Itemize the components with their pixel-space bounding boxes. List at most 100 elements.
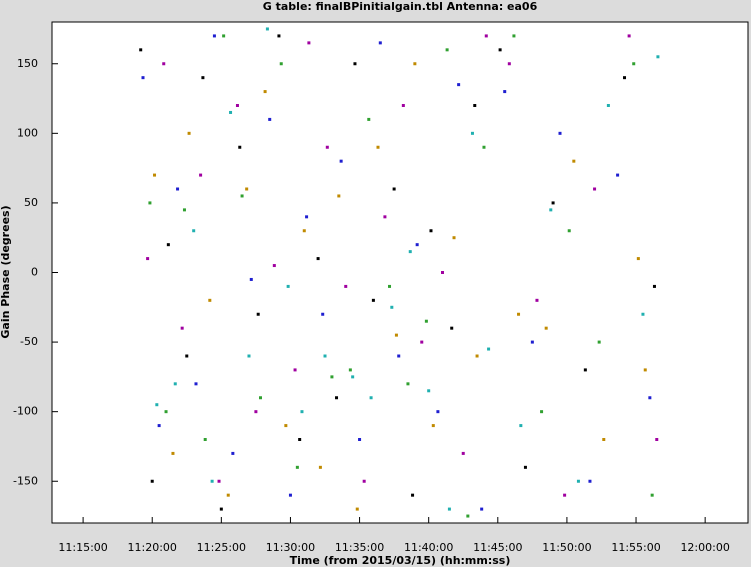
point bbox=[231, 451, 235, 455]
point bbox=[187, 131, 191, 135]
point bbox=[208, 298, 212, 302]
point bbox=[268, 117, 272, 121]
point bbox=[201, 76, 205, 80]
point bbox=[171, 451, 175, 455]
point bbox=[473, 104, 477, 107]
point bbox=[323, 354, 327, 358]
point bbox=[222, 34, 226, 38]
x-tick-label: 11:25:00 bbox=[197, 541, 246, 554]
point bbox=[627, 34, 631, 38]
point bbox=[650, 493, 654, 497]
point bbox=[457, 83, 461, 87]
point bbox=[155, 403, 159, 407]
x-tick-label: 11:55:00 bbox=[611, 541, 660, 554]
y-axis-label: Gain Phase (degrees) bbox=[0, 205, 12, 338]
point bbox=[219, 507, 223, 511]
x-axis-label: Time (from 2015/03/15) (hh:mm:ss) bbox=[290, 554, 511, 567]
point bbox=[247, 354, 251, 358]
point bbox=[427, 389, 431, 393]
y-tick-label: 0 bbox=[31, 266, 38, 279]
point bbox=[482, 145, 486, 149]
points bbox=[139, 27, 660, 518]
point bbox=[544, 326, 548, 330]
y-tick-label: 50 bbox=[24, 196, 38, 209]
point bbox=[325, 145, 329, 149]
point bbox=[480, 507, 484, 511]
point bbox=[378, 41, 382, 45]
point bbox=[353, 62, 357, 66]
point bbox=[519, 424, 523, 428]
point bbox=[413, 62, 417, 66]
point bbox=[470, 131, 474, 135]
point bbox=[616, 173, 620, 177]
x-tick-label: 12:00:00 bbox=[680, 541, 729, 554]
point bbox=[199, 173, 203, 177]
point bbox=[408, 250, 412, 254]
point bbox=[567, 229, 571, 233]
point bbox=[583, 368, 587, 372]
x-tick-label: 11:50:00 bbox=[542, 541, 591, 554]
y-tick-label: -100 bbox=[13, 405, 38, 418]
point bbox=[632, 62, 636, 66]
point bbox=[588, 479, 592, 483]
point bbox=[420, 340, 424, 344]
x-tick-label: 11:30:00 bbox=[266, 541, 315, 554]
point bbox=[203, 438, 207, 441]
point bbox=[376, 145, 380, 149]
point bbox=[390, 305, 394, 309]
y-tick-label: -150 bbox=[13, 474, 38, 487]
point bbox=[643, 368, 647, 372]
point bbox=[358, 438, 362, 441]
point bbox=[259, 396, 263, 400]
point bbox=[153, 173, 157, 177]
point bbox=[288, 493, 292, 497]
point bbox=[394, 333, 398, 337]
point bbox=[337, 194, 341, 198]
point bbox=[576, 479, 580, 483]
x-tick-label: 11:40:00 bbox=[404, 541, 453, 554]
point bbox=[656, 55, 660, 59]
point bbox=[302, 229, 306, 233]
point bbox=[316, 257, 320, 261]
point bbox=[265, 27, 269, 31]
point bbox=[411, 493, 415, 497]
point bbox=[307, 41, 311, 45]
point bbox=[235, 104, 239, 107]
point bbox=[286, 284, 290, 288]
point bbox=[431, 424, 435, 428]
plot-area bbox=[51, 21, 749, 524]
point bbox=[517, 312, 521, 316]
point bbox=[210, 479, 214, 483]
point bbox=[139, 48, 143, 52]
point bbox=[305, 215, 309, 219]
point bbox=[300, 410, 304, 414]
point bbox=[371, 298, 375, 302]
point bbox=[452, 236, 456, 240]
point bbox=[351, 375, 355, 379]
x-tick-label: 11:15:00 bbox=[58, 541, 107, 554]
point bbox=[176, 187, 180, 191]
point bbox=[141, 76, 145, 80]
point bbox=[182, 208, 186, 212]
point bbox=[551, 201, 555, 205]
point bbox=[540, 410, 544, 414]
point bbox=[164, 410, 168, 414]
point bbox=[487, 347, 491, 351]
point bbox=[344, 284, 348, 288]
point bbox=[318, 465, 322, 469]
y-tick-label: -50 bbox=[20, 335, 38, 348]
point bbox=[406, 382, 410, 386]
point bbox=[254, 410, 258, 414]
point bbox=[593, 187, 597, 191]
point bbox=[355, 507, 359, 511]
point bbox=[563, 493, 567, 497]
point bbox=[475, 354, 479, 358]
point bbox=[652, 284, 656, 288]
point bbox=[484, 34, 488, 38]
point bbox=[450, 326, 454, 330]
point bbox=[362, 479, 366, 483]
point bbox=[240, 194, 244, 198]
point bbox=[424, 319, 428, 323]
